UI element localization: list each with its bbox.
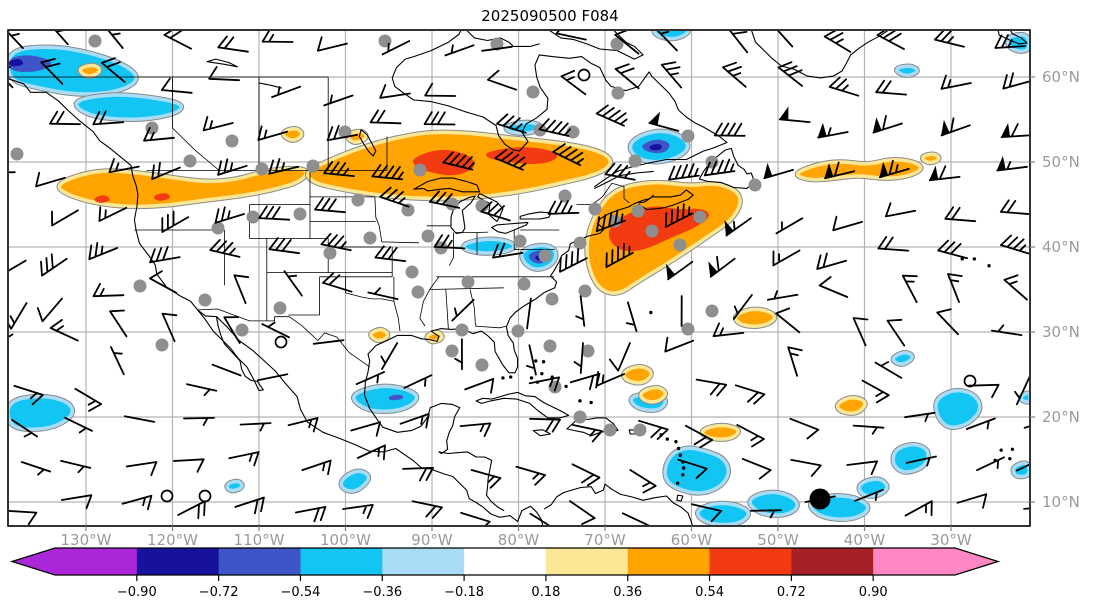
- colorbar-tick-label: −0.18: [444, 585, 484, 600]
- lon-tick-label: 100°W: [320, 531, 371, 549]
- lat-tick-label: 30°N: [1042, 323, 1080, 341]
- lon-tick-label: 80°W: [498, 531, 540, 549]
- lon-tick-label: 40°W: [844, 531, 886, 549]
- colorbar-tick-label: 0.90: [859, 585, 888, 600]
- lon-tick-label: 50°W: [757, 531, 799, 549]
- lon-tick-label: 70°W: [584, 531, 626, 549]
- lon-axis-labels: 130°W 120°W 110°W 100°W 90°W 80°W 70°W 60°W 50°W…: [61, 531, 972, 549]
- colorbar-tick-label: 0.18: [531, 585, 560, 600]
- lat-tick-label: 40°N: [1042, 238, 1080, 256]
- lon-tick-label: 110°W: [234, 531, 285, 549]
- island-dots: [501, 257, 1015, 485]
- lat-tick-label: 60°N: [1042, 68, 1080, 86]
- lat-tick-label: 20°N: [1042, 408, 1080, 426]
- lon-tick-label: 120°W: [147, 531, 198, 549]
- open-station-circles: [160, 68, 977, 503]
- colorbar-tick-label: −0.90: [117, 585, 157, 600]
- lat-tick-label: 10°N: [1042, 493, 1080, 511]
- colorbar: −0.90 −0.72 −0.54 −0.36 −0.18 0.18 0.36 0.54 0.7…: [9, 547, 1001, 600]
- lon-tick-label: 90°W: [411, 531, 453, 549]
- lat-axis-labels: 60°N 50°N 40°N 30°N 20°N 10°N: [1042, 68, 1080, 511]
- lon-tick-label: 130°W: [61, 531, 112, 549]
- lat-tick-label: 50°N: [1042, 153, 1080, 171]
- lon-tick-label: 60°W: [671, 531, 713, 549]
- colorbar-tick-label: 0.72: [777, 585, 806, 600]
- figure-title: 2025090500 F084: [481, 7, 618, 25]
- colorbar-tick-label: −0.72: [199, 585, 239, 600]
- colorbar-tick-label: −0.54: [281, 585, 321, 600]
- colorbar-tick-label: 0.54: [695, 585, 724, 600]
- station-dots: [10, 34, 762, 437]
- colorbar-tick-label: 0.36: [613, 585, 642, 600]
- colorbar-tick-label: −0.36: [362, 585, 402, 600]
- wind-barbs: [9, 31, 1029, 525]
- lon-tick-label: 30°W: [930, 531, 972, 549]
- axis-ticks: [85, 76, 1035, 531]
